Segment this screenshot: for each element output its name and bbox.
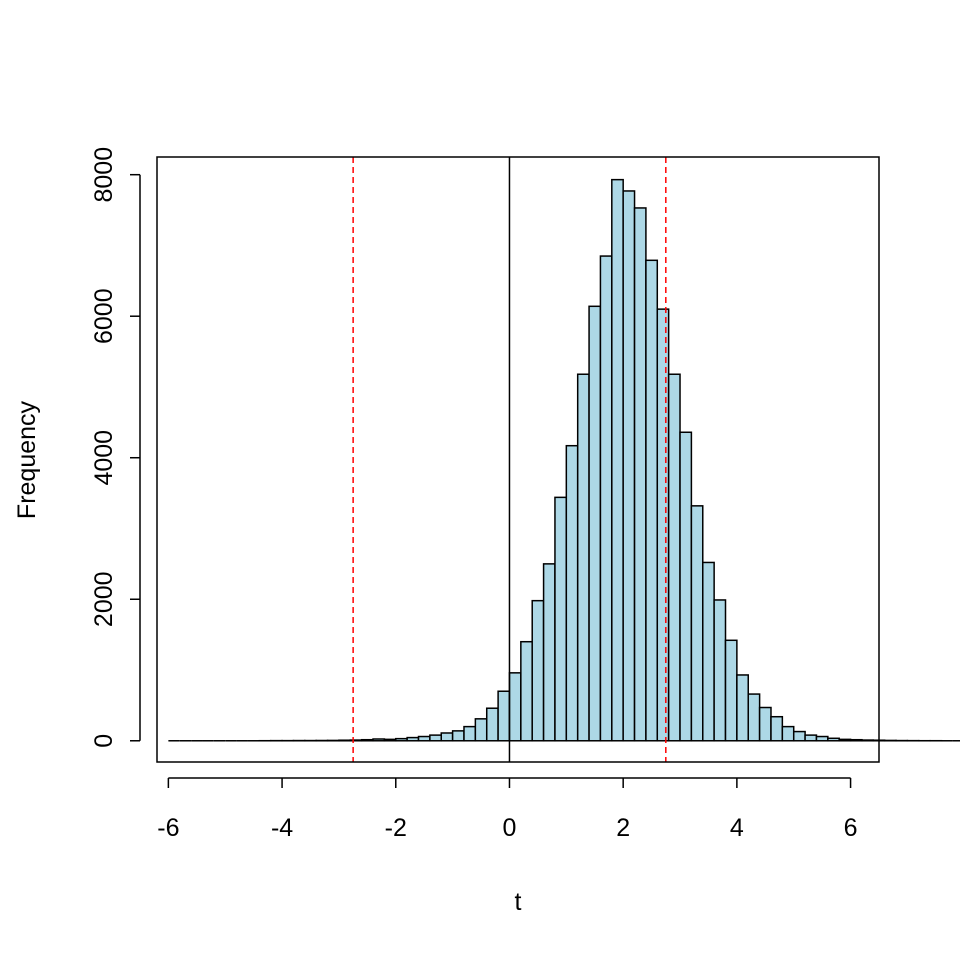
y-tick-label: 2000 bbox=[90, 571, 118, 627]
histogram-bar bbox=[633, 207, 647, 742]
x-axis-title: t bbox=[515, 888, 522, 916]
histogram-bar bbox=[395, 737, 408, 742]
histogram-bar bbox=[656, 308, 670, 742]
histogram-bar bbox=[349, 739, 363, 742]
x-tick-label: 0 bbox=[503, 814, 517, 842]
histogram-bar bbox=[679, 431, 693, 742]
histogram-bar bbox=[611, 178, 624, 742]
histogram-bar bbox=[588, 305, 602, 742]
histogram-bar bbox=[815, 735, 829, 742]
histogram-bar bbox=[770, 715, 784, 742]
x-tick-label: -4 bbox=[271, 814, 293, 842]
histogram-bar bbox=[531, 599, 545, 742]
histogram-bar bbox=[804, 734, 818, 742]
histogram-bar bbox=[622, 190, 636, 742]
histogram-bar bbox=[360, 738, 374, 742]
histogram-bar bbox=[429, 734, 443, 742]
histogram-bar bbox=[565, 444, 579, 742]
histogram-bar bbox=[463, 725, 477, 742]
histogram-bar bbox=[758, 706, 772, 742]
y-axis-title: Frequency bbox=[13, 400, 41, 519]
histogram-bar bbox=[497, 690, 511, 742]
histogram-bar bbox=[645, 259, 659, 742]
histogram-bar bbox=[690, 505, 704, 742]
plot-box bbox=[156, 156, 880, 763]
histogram-bar bbox=[736, 674, 749, 742]
histogram-bar bbox=[338, 739, 352, 742]
histogram-bar bbox=[520, 640, 533, 742]
histogram-bar bbox=[713, 599, 727, 742]
histogram-bar bbox=[849, 738, 863, 742]
y-tick-label: 4000 bbox=[90, 430, 118, 486]
histogram-bar bbox=[702, 561, 715, 742]
x-tick-label: 6 bbox=[844, 814, 858, 842]
x-tick-label: -6 bbox=[157, 814, 179, 842]
x-tick-label: 4 bbox=[730, 814, 744, 842]
y-axis: 0 2000 4000 6000 8000 bbox=[90, 147, 141, 748]
reference-lines-group bbox=[352, 157, 667, 762]
histogram-bar bbox=[792, 730, 806, 742]
histogram-bar bbox=[406, 736, 420, 742]
histogram-bar bbox=[508, 672, 522, 742]
histogram-bar bbox=[781, 725, 795, 742]
x-axis: -6 -4 -2 0 2 4 6 bbox=[157, 777, 858, 842]
histogram-bar bbox=[861, 739, 875, 742]
histogram-bar bbox=[554, 496, 568, 742]
histogram-bar bbox=[542, 563, 556, 742]
x-tick-label: -2 bbox=[385, 814, 407, 842]
y-tick-label: 6000 bbox=[90, 288, 118, 344]
histogram-bar bbox=[440, 732, 454, 742]
histogram-bar bbox=[827, 737, 840, 742]
histogram-bar bbox=[417, 735, 431, 742]
histogram-bar bbox=[474, 718, 488, 742]
histogram-bar bbox=[383, 738, 397, 742]
histogram-bar bbox=[838, 738, 852, 742]
x-tick-label: 2 bbox=[616, 814, 630, 842]
histogram-bar bbox=[576, 373, 590, 742]
y-tick-label: 0 bbox=[90, 734, 118, 748]
histogram-bar bbox=[747, 693, 761, 742]
histogram-bar bbox=[724, 639, 738, 742]
histogram-bar bbox=[667, 373, 681, 742]
bars-group bbox=[168, 178, 960, 742]
histogram-bar bbox=[451, 730, 465, 742]
histogram-bar bbox=[599, 255, 613, 742]
histogram-bar bbox=[485, 707, 499, 742]
y-tick-label: 8000 bbox=[90, 147, 118, 203]
histogram-bar bbox=[372, 738, 386, 742]
